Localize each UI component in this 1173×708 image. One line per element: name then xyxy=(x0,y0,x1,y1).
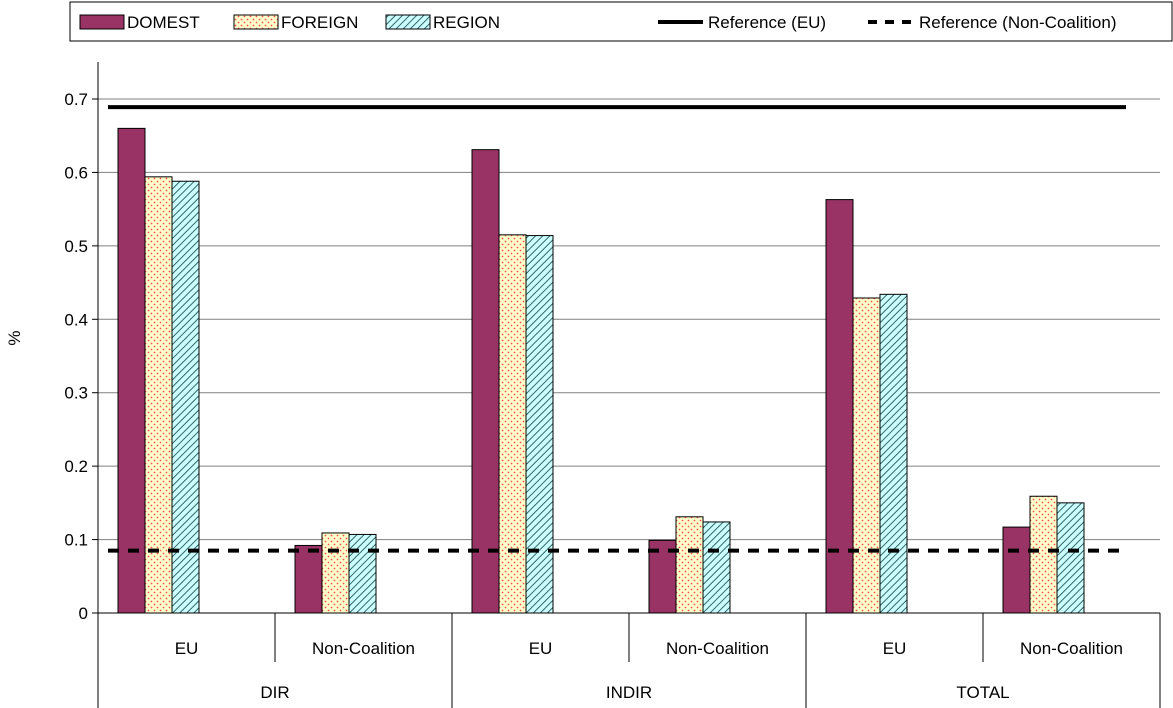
category-label: EU xyxy=(883,639,907,658)
y-tick-label: 0.2 xyxy=(64,457,88,476)
bar-region xyxy=(348,533,377,614)
legend-item-region: REGION xyxy=(385,13,500,32)
legend-label-reference-non-coalition: Reference (Non-Coalition) xyxy=(919,13,1116,32)
legend-swatch-domest xyxy=(79,14,125,30)
legend-label-foreign: FOREIGN xyxy=(281,13,358,32)
legend-item-reference-eu: Reference (EU) xyxy=(658,13,826,32)
y-tick-label: 0.1 xyxy=(64,531,88,550)
bars xyxy=(117,127,1085,614)
legend: DOMEST FOREIGN REGION Reference (EU) Ref… xyxy=(69,1,1173,42)
bar-region xyxy=(702,521,731,614)
bar-region xyxy=(525,235,554,614)
category-label: Non-Coalition xyxy=(1020,639,1123,658)
y-tick-label: 0.4 xyxy=(64,310,88,329)
category-label: Non-Coalition xyxy=(666,639,769,658)
legend-swatch-region xyxy=(385,14,431,30)
group-label: INDIR xyxy=(606,683,652,702)
bar-foreign xyxy=(321,532,350,614)
reference-lines xyxy=(108,105,1126,553)
bar-domest xyxy=(1002,526,1031,614)
category-label: Non-Coalition xyxy=(312,639,415,658)
bar-foreign xyxy=(852,297,881,614)
group-label: DIR xyxy=(260,683,289,702)
bar-domest xyxy=(471,149,500,614)
category-label: EU xyxy=(175,639,199,658)
bar-domest xyxy=(117,127,146,614)
legend-label-region: REGION xyxy=(433,13,500,32)
bar-foreign xyxy=(498,234,527,614)
legend-item-foreign: FOREIGN xyxy=(233,13,358,32)
group-label: TOTAL xyxy=(956,683,1009,702)
y-tick-label: 0 xyxy=(79,604,88,623)
bar-region xyxy=(879,293,908,614)
gridlines xyxy=(98,98,1160,541)
category-label: EU xyxy=(529,639,553,658)
y-tick-label: 0.7 xyxy=(64,90,88,109)
y-tick-label: 0.6 xyxy=(64,163,88,182)
x-axis: EU Non-Coalition DIR EU Non-Coalition INDIR EU… xyxy=(97,62,1161,708)
legend-item-reference-non-coalition: Reference (Non-Coalition) xyxy=(868,13,1116,32)
y-tick-label: 0.5 xyxy=(64,237,88,256)
legend-label-domest: DOMEST xyxy=(127,13,200,32)
bar-foreign xyxy=(675,516,704,614)
legend-item-domest: DOMEST xyxy=(79,13,200,32)
y-axis-title: % xyxy=(5,330,24,345)
bar-domest xyxy=(294,544,323,614)
y-ticks: 0 0.1 0.2 0.3 0.4 0.5 0.6 0.7 xyxy=(64,90,98,623)
bar-region xyxy=(1056,502,1085,614)
bar-foreign xyxy=(1029,495,1058,614)
y-tick-label: 0.3 xyxy=(64,384,88,403)
bar-region xyxy=(171,180,200,614)
bar-foreign xyxy=(144,176,173,614)
legend-swatch-foreign xyxy=(233,14,279,30)
legend-label-reference-eu: Reference (EU) xyxy=(708,13,826,32)
